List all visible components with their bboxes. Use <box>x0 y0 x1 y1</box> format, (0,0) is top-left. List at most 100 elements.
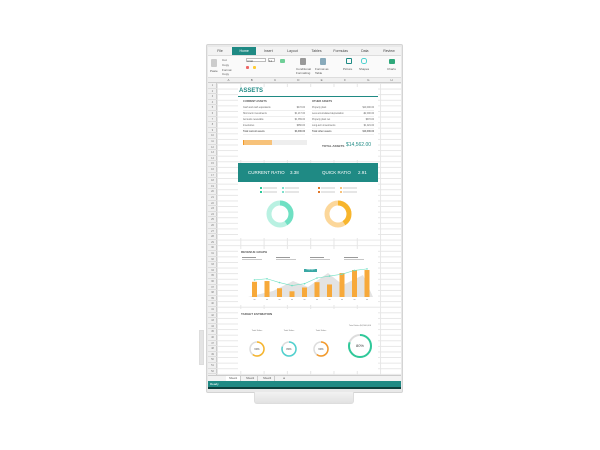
row-header[interactable]: 36 <box>208 279 217 285</box>
quick-ratio-label: QUICK RATIO <box>322 170 351 175</box>
row-header[interactable]: 11 <box>208 139 217 145</box>
row-header[interactable]: 16 <box>208 167 217 173</box>
format-table-icon[interactable] <box>320 58 326 65</box>
row-header[interactable]: 10 <box>208 133 217 139</box>
row-header[interactable]: 47 <box>208 341 217 347</box>
row-header[interactable]: 42 <box>208 313 217 319</box>
row-header[interactable]: 9 <box>208 128 217 134</box>
tab-file[interactable]: File <box>217 49 223 53</box>
row-header[interactable]: 45 <box>208 329 217 335</box>
row-header[interactable]: 26 <box>208 223 217 229</box>
row-header[interactable]: 38 <box>208 290 217 296</box>
picture-button[interactable]: Picture <box>343 67 353 71</box>
fill-icon[interactable] <box>280 59 285 63</box>
picture-icon[interactable] <box>346 58 352 64</box>
gauge-percent: 80% <box>356 343 364 348</box>
asset-value: $1,021.00 <box>363 125 374 127</box>
row-header[interactable]: 43 <box>208 318 217 324</box>
format-table-button[interactable]: Format as Table <box>315 67 329 75</box>
row-header[interactable]: 2 <box>208 89 217 95</box>
font-select[interactable]: Arial <box>246 58 266 63</box>
highlight-icon[interactable] <box>253 66 256 69</box>
row-header[interactable]: 52 <box>208 369 217 375</box>
row-header[interactable]: 12 <box>208 145 217 151</box>
row-header[interactable]: 5 <box>208 105 217 111</box>
tab-tables[interactable]: Tables <box>311 49 322 53</box>
sheet-tab-2[interactable]: Sheet2 <box>243 376 259 382</box>
shapes-icon[interactable] <box>361 58 367 64</box>
paste-button[interactable]: Paste <box>210 69 218 73</box>
row-header[interactable]: 7 <box>208 117 217 123</box>
tab-layout[interactable]: Layout <box>287 49 298 53</box>
tab-review[interactable]: Review <box>383 49 395 53</box>
cut-button[interactable]: Cut <box>222 58 227 62</box>
row-header[interactable]: 39 <box>208 296 217 302</box>
column-header[interactable]: B <box>250 78 253 82</box>
row-header[interactable]: 44 <box>208 324 217 330</box>
add-sheet-icon[interactable]: ⊕ <box>283 377 286 380</box>
row-header[interactable]: 23 <box>208 206 217 212</box>
row-header[interactable]: 13 <box>208 150 217 156</box>
tab-home[interactable]: Home <box>232 47 257 55</box>
row-header[interactable]: 34 <box>208 268 217 274</box>
tab-insert[interactable]: Insert <box>263 49 273 53</box>
column-header[interactable]: C <box>274 78 277 82</box>
tab-data[interactable]: Data <box>361 49 369 53</box>
column-header[interactable]: H <box>390 78 393 82</box>
charts-button[interactable]: Charts <box>387 67 396 71</box>
sheet-tab-1[interactable]: Sheet1 <box>226 376 242 382</box>
row-header[interactable]: 22 <box>208 201 217 207</box>
row-header[interactable]: 6 <box>208 111 217 117</box>
row-header[interactable]: 3 <box>208 94 217 100</box>
shapes-button[interactable]: Shapes <box>359 67 370 71</box>
copy-button[interactable]: Copy <box>222 63 230 67</box>
row-header[interactable]: 17 <box>208 173 217 179</box>
sheet-tab-3[interactable]: Sheet3 <box>260 376 276 382</box>
row-header[interactable]: 31 <box>208 251 217 257</box>
row-header[interactable]: 4 <box>208 100 217 106</box>
format-copy-button[interactable]: Format Copy <box>222 68 232 76</box>
x-tick-label <box>266 299 268 300</box>
row-header[interactable]: 50 <box>208 357 217 363</box>
row-header[interactable]: 20 <box>208 189 217 195</box>
row-header[interactable]: 48 <box>208 346 217 352</box>
row-header[interactable]: 28 <box>208 234 217 240</box>
font-color-icon[interactable] <box>246 66 249 69</box>
column-header[interactable]: F <box>344 78 346 82</box>
row-header[interactable]: 1 <box>208 83 217 89</box>
row-header[interactable]: 14 <box>208 156 217 162</box>
conditional-formatting-icon[interactable] <box>300 58 306 65</box>
row-header[interactable]: 30 <box>208 245 217 251</box>
charts-icon[interactable] <box>389 59 395 64</box>
column-header[interactable]: D <box>297 78 300 82</box>
paste-icon[interactable] <box>211 59 217 67</box>
tab-formulas[interactable]: Formulas <box>333 49 348 53</box>
font-size-select[interactable]: 11 <box>268 58 275 63</box>
conditional-formatting-button[interactable]: Conditional Formatting <box>296 67 312 75</box>
row-header[interactable]: 21 <box>208 195 217 201</box>
row-header[interactable]: 25 <box>208 217 217 223</box>
row-header[interactable]: 32 <box>208 257 217 263</box>
asset-row: Long-term investments $1,021.00 <box>312 123 374 129</box>
row-header[interactable]: 33 <box>208 262 217 268</box>
row-header[interactable]: 41 <box>208 307 217 313</box>
column-header[interactable]: A <box>227 78 230 82</box>
row-header[interactable]: 35 <box>208 273 217 279</box>
revenue-point <box>303 282 306 285</box>
column-header[interactable]: E <box>320 78 323 82</box>
row-header[interactable]: 27 <box>208 229 217 235</box>
revenue-bar <box>364 270 370 297</box>
row-header[interactable]: 8 <box>208 122 217 128</box>
row-header[interactable]: 24 <box>208 212 217 218</box>
legend-text <box>263 187 277 189</box>
row-header[interactable]: 19 <box>208 184 217 190</box>
row-header[interactable]: 51 <box>208 363 217 369</box>
row-header[interactable]: 46 <box>208 335 217 341</box>
row-header[interactable]: 40 <box>208 301 217 307</box>
row-header[interactable]: 49 <box>208 352 217 358</box>
row-header[interactable]: 18 <box>208 178 217 184</box>
row-header[interactable]: 15 <box>208 161 217 167</box>
row-header[interactable]: 37 <box>208 285 217 291</box>
column-header[interactable]: G <box>367 78 370 82</box>
row-header[interactable]: 29 <box>208 240 217 246</box>
